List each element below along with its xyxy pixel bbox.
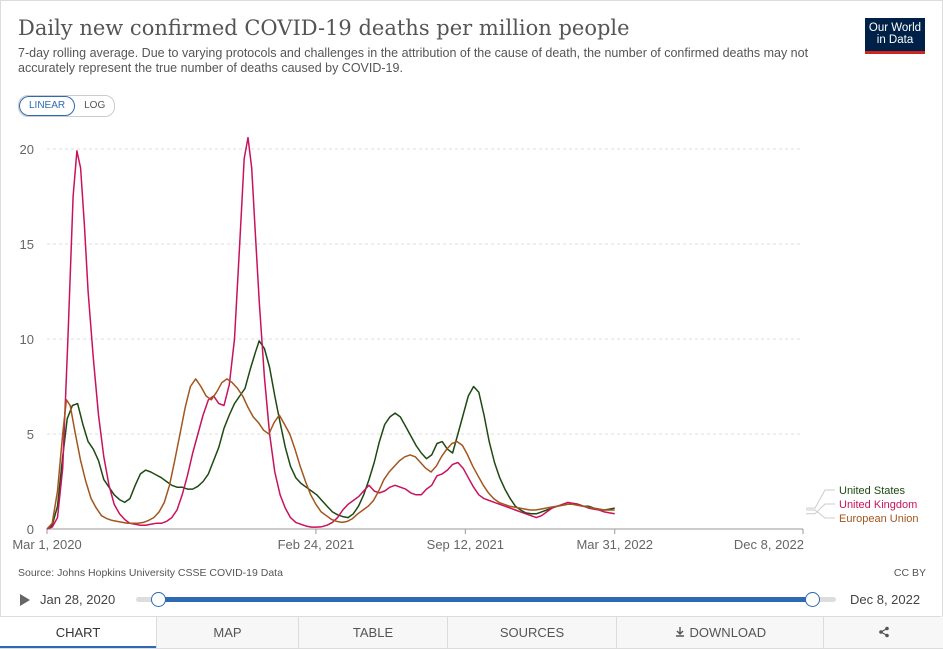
bottom-tabs: CHART MAP TABLE SOURCES DOWNLOAD xyxy=(0,616,943,648)
timeline-track[interactable] xyxy=(136,592,836,607)
timeline-start-label: Jan 28, 2020 xyxy=(40,592,116,607)
legend-connector xyxy=(806,509,835,519)
legend-label[interactable]: United States xyxy=(839,485,906,497)
legend-connector xyxy=(806,503,835,515)
linear-scale-button[interactable]: LINEAR xyxy=(19,96,76,116)
legend-label[interactable]: European Union xyxy=(839,513,919,525)
x-tick-label: Feb 24, 2021 xyxy=(278,537,355,552)
log-scale-button[interactable]: LOG xyxy=(84,100,106,111)
source-note[interactable]: Source: Johns Hopkins University CSSE CO… xyxy=(18,567,283,579)
series-line-united-kingdom[interactable] xyxy=(46,136,615,530)
chart-title: Daily new confirmed COVID-19 deaths per … xyxy=(18,16,630,40)
chart-subtitle: 7-day rolling average. Due to varying pr… xyxy=(18,46,818,76)
tab-download[interactable]: DOWNLOAD xyxy=(616,617,823,648)
y-tick-label: 10 xyxy=(20,332,34,347)
owid-logo[interactable]: Our World in Data xyxy=(865,18,925,54)
timeline: Jan 28, 2020 Dec 8, 2022 xyxy=(18,590,928,610)
y-tick-label: 0 xyxy=(27,522,34,537)
scale-toggle: LINEAR LOG xyxy=(18,95,116,117)
tab-sources[interactable]: SOURCES xyxy=(447,617,616,648)
y-tick-label: 5 xyxy=(27,427,34,442)
series-line-united-states[interactable] xyxy=(46,340,615,530)
download-label: DOWNLOAD xyxy=(689,625,767,640)
logo-line-1: Our World xyxy=(868,22,922,34)
tab-share[interactable] xyxy=(823,617,943,648)
subtitle-line-1: 7-day rolling average. Due to varying pr… xyxy=(18,46,809,60)
series-line-european-union[interactable] xyxy=(46,378,615,530)
license-link[interactable]: CC BY xyxy=(893,567,926,579)
legend-label[interactable]: United Kingdom xyxy=(839,499,917,511)
tab-chart[interactable]: CHART xyxy=(0,617,156,648)
line-chart[interactable]: 0 5 10 15 20 Mar 1, 2020 Feb 24, 2021 Sep 12, 2… xyxy=(0,120,943,560)
tab-table[interactable]: TABLE xyxy=(298,617,447,648)
x-tick-label: Sep 12, 2021 xyxy=(427,537,504,552)
x-tick-label: Mar 1, 2020 xyxy=(12,537,81,552)
timeline-range-fill xyxy=(158,597,812,602)
download-icon xyxy=(675,627,684,637)
timeline-end-handle[interactable] xyxy=(805,592,820,607)
legend-connector xyxy=(806,489,835,509)
timeline-end-label: Dec 8, 2022 xyxy=(850,592,921,607)
tab-map[interactable]: MAP xyxy=(156,617,298,648)
x-tick-label: Dec 8, 2022 xyxy=(734,537,804,552)
share-icon xyxy=(879,626,889,638)
y-tick-label: 15 xyxy=(20,237,34,252)
subtitle-line-2: accurately represent the true number of … xyxy=(18,61,403,75)
logo-line-2: in Data xyxy=(876,34,914,46)
timeline-start-handle[interactable] xyxy=(151,592,166,607)
play-icon[interactable] xyxy=(20,594,30,606)
x-tick-label: Mar 31, 2022 xyxy=(576,537,653,552)
y-tick-label: 20 xyxy=(20,142,34,157)
